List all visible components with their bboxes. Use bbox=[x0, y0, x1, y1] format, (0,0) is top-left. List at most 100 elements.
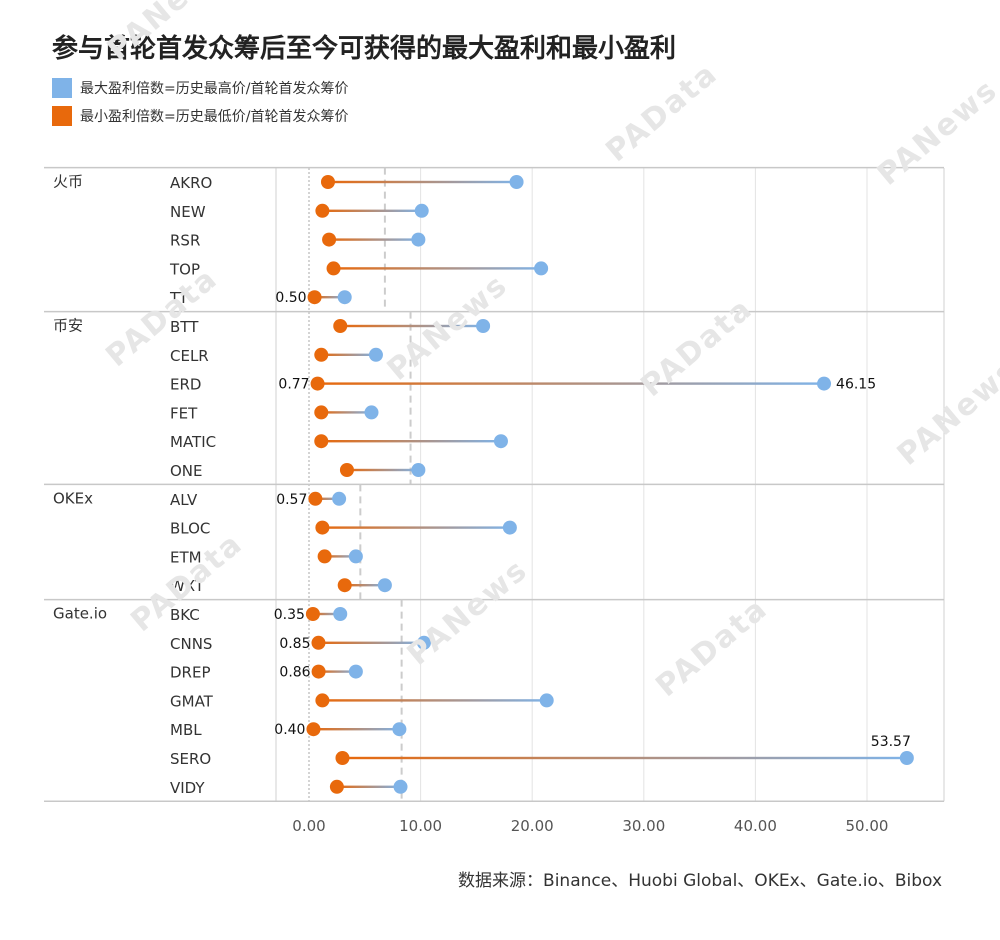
dumbbell-bar bbox=[333, 267, 542, 270]
min-data-label: 0.35 bbox=[274, 607, 305, 623]
dumbbell-bar bbox=[327, 180, 517, 184]
min-point bbox=[329, 779, 344, 794]
row-label: ETM bbox=[170, 548, 202, 566]
min-data-label: 0.50 bbox=[275, 290, 306, 306]
dumbbell-bar bbox=[314, 296, 345, 299]
dumbbell-bar bbox=[346, 468, 419, 472]
data-source-note: 数据来源：Binance、Huobi Global、OKEx、Gate.io、B… bbox=[458, 871, 942, 891]
dumbbell-bar bbox=[321, 411, 372, 414]
min-point bbox=[326, 261, 341, 276]
min-data-label: 0.40 bbox=[274, 722, 305, 738]
row-label: SERO bbox=[170, 750, 211, 768]
row-label: TOP bbox=[169, 260, 200, 278]
min-data-label: 0.85 bbox=[279, 636, 310, 652]
chart-title: 参与首轮首发众筹后至今可获得的最大盈利和最小盈利 bbox=[52, 34, 677, 64]
row-label: NEW bbox=[170, 203, 206, 221]
min-data-label: 0.86 bbox=[279, 665, 310, 681]
dumbbell-bar bbox=[340, 324, 484, 328]
min-point bbox=[337, 578, 352, 593]
dumbbell-bar bbox=[318, 670, 356, 673]
row-label: VIDY bbox=[170, 779, 205, 797]
group-label: 火币 bbox=[53, 173, 83, 191]
dumbbell-bar bbox=[322, 526, 510, 529]
legend-label-min: 最小盈利倍数=历史最低价/首轮首发众筹价 bbox=[80, 109, 349, 125]
row-label: BKC bbox=[170, 606, 200, 624]
max-point bbox=[332, 491, 347, 506]
min-point bbox=[320, 175, 335, 189]
dumbbell-bar bbox=[329, 238, 419, 241]
row-label: BTT bbox=[170, 318, 199, 336]
row-label: MATIC bbox=[170, 433, 216, 451]
x-tick-label: 40.00 bbox=[734, 817, 777, 835]
legend-swatch-max bbox=[52, 78, 72, 98]
dumbbell-bar bbox=[313, 728, 400, 731]
max-point bbox=[899, 751, 914, 765]
x-tick-label: 0.00 bbox=[292, 817, 325, 835]
dumbbell-bar bbox=[324, 555, 356, 558]
max-data-label: 53.57 bbox=[871, 734, 911, 750]
dumbbell-bar bbox=[321, 440, 501, 443]
row-label: ERD bbox=[170, 376, 201, 394]
legend-item-max: 最大盈利倍数=历史最高价/首轮首发众筹价 bbox=[52, 78, 348, 98]
dumbbell-bar bbox=[342, 756, 907, 760]
min-point bbox=[307, 290, 322, 305]
max-point bbox=[333, 607, 348, 621]
max-point bbox=[534, 261, 549, 276]
legend-label-max: 最大盈利倍数=历史最高价/首轮首发众筹价 bbox=[80, 81, 349, 97]
row-label: BLOC bbox=[170, 520, 210, 538]
dumbbell-bar bbox=[318, 641, 424, 644]
max-point bbox=[392, 722, 407, 737]
min-data-label: 0.77 bbox=[278, 377, 309, 393]
max-point bbox=[509, 175, 524, 189]
max-point bbox=[337, 290, 352, 305]
legend-swatch-min bbox=[52, 106, 72, 126]
max-point bbox=[817, 376, 832, 391]
x-tick-label: 50.00 bbox=[846, 817, 889, 835]
max-point bbox=[368, 347, 383, 362]
max-point bbox=[411, 232, 426, 247]
min-point bbox=[315, 520, 330, 535]
dumbbell-bar bbox=[317, 382, 825, 385]
min-point bbox=[310, 376, 325, 391]
max-point bbox=[414, 203, 429, 218]
row-label: CNNS bbox=[170, 635, 212, 653]
row-label: AKRO bbox=[170, 174, 212, 192]
min-point bbox=[339, 463, 354, 477]
min-point bbox=[314, 434, 329, 449]
max-point bbox=[348, 549, 363, 564]
max-point bbox=[411, 463, 426, 477]
max-point bbox=[539, 693, 554, 708]
min-data-label: 0.57 bbox=[276, 492, 307, 508]
dumbbell-bar bbox=[322, 209, 422, 212]
max-point bbox=[393, 779, 408, 794]
row-label: ALV bbox=[170, 491, 198, 509]
min-point bbox=[335, 751, 350, 765]
min-point bbox=[315, 203, 330, 218]
min-point bbox=[333, 319, 348, 333]
max-point bbox=[502, 520, 517, 535]
row-label: CELR bbox=[170, 347, 209, 365]
max-point bbox=[476, 319, 491, 333]
dumbbell-bar bbox=[312, 612, 341, 616]
max-point bbox=[416, 635, 431, 650]
dumbbell-bar bbox=[336, 785, 401, 788]
min-point bbox=[306, 722, 321, 737]
group-label: OKEx bbox=[53, 489, 93, 507]
dumbbell-bar bbox=[344, 584, 385, 587]
min-point bbox=[311, 635, 326, 650]
max-point bbox=[364, 405, 379, 420]
x-tick-label: 30.00 bbox=[622, 817, 665, 835]
min-point bbox=[314, 347, 329, 362]
group-label: 币安 bbox=[53, 317, 83, 335]
max-point bbox=[493, 434, 508, 449]
max-point bbox=[377, 578, 392, 593]
legend-item-min: 最小盈利倍数=历史最低价/首轮首发众筹价 bbox=[52, 106, 348, 126]
min-point bbox=[322, 232, 337, 247]
x-tick-label: 20.00 bbox=[511, 817, 554, 835]
min-point bbox=[314, 405, 329, 420]
row-label: DREP bbox=[170, 664, 211, 682]
row-label: RSR bbox=[170, 232, 200, 250]
row-label: TT bbox=[169, 289, 189, 307]
group-label: Gate.io bbox=[53, 605, 107, 623]
